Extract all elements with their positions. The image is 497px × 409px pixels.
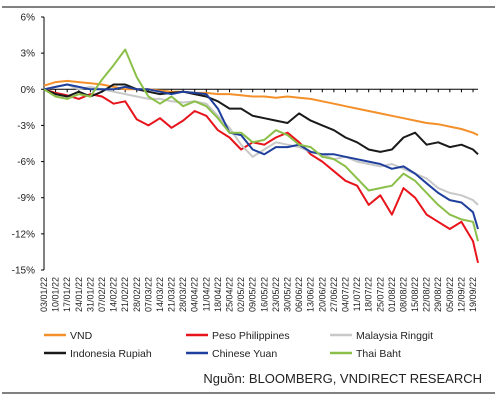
x-tick-label: 18/04/22 [213, 277, 223, 312]
x-tick-label: 22/08/22 [422, 277, 432, 312]
y-tick-label: -6% [17, 157, 35, 168]
x-tick-label: 25/07/22 [375, 277, 385, 312]
x-tick-label: 04/07/22 [340, 277, 350, 312]
x-tick-label: 01/08/22 [387, 277, 397, 312]
x-tick-label: 25/04/22 [225, 277, 235, 312]
x-tick-label: 14/03/22 [155, 277, 165, 312]
legend-label: Thai Baht [356, 348, 401, 360]
series-line-peso-philippines [43, 88, 479, 264]
x-tick-label: 16/05/22 [259, 277, 269, 312]
x-tick-label: 11/04/22 [201, 277, 211, 311]
x-tick-label: 08/08/22 [398, 277, 408, 312]
x-tick-label: 17/01/22 [62, 277, 72, 312]
legend-label: Malaysia Ringgit [356, 330, 433, 342]
x-tick-label: 21/03/22 [167, 277, 177, 312]
y-tick-label: 3% [21, 49, 36, 60]
x-tick-label: 27/06/22 [329, 277, 339, 312]
series-line-thai-baht [43, 48, 479, 242]
x-tick-label: 12/09/22 [456, 277, 466, 312]
x-tick-label: 30/05/22 [283, 277, 293, 312]
x-tick-label: 13/06/22 [306, 277, 316, 312]
legend: VND Peso Philippines Malaysia Ringgit Indon… [44, 330, 433, 360]
y-tick-label: 0% [21, 85, 36, 96]
x-tick-label: 06/06/22 [294, 277, 304, 312]
y-tick-label: -9% [17, 193, 35, 204]
x-tick-label: 19/09/22 [468, 277, 478, 312]
x-tick-label: 23/05/22 [271, 277, 281, 312]
x-tick-label: 04/04/22 [190, 277, 200, 312]
x-tick-label: 24/01/22 [74, 277, 84, 312]
x-tick-label: 09/05/22 [248, 277, 258, 312]
series-group [43, 48, 479, 264]
x-tick-label: 15/08/22 [410, 277, 420, 312]
x-tick-label: 18/07/22 [364, 277, 374, 312]
series-line-chinese-yuan [43, 83, 479, 230]
x-tick-label: 28/02/22 [132, 277, 142, 312]
y-tick-label: -15% [12, 266, 35, 277]
x-tick-label: 21/02/22 [120, 277, 130, 312]
legend-label: VND [70, 330, 93, 342]
x-tick-label: 03/01/22 [39, 277, 49, 312]
y-tick-label: 6% [21, 13, 36, 24]
legend-label: Chinese Yuan [212, 348, 277, 360]
x-tick-label: 31/01/22 [85, 277, 95, 312]
x-tick-label: 11/07/22 [352, 277, 362, 311]
y-tick-label: -12% [12, 229, 35, 240]
x-tick-label: 10/01/22 [51, 277, 61, 312]
y-tick-label: -3% [17, 121, 35, 132]
x-tick-label: 14/02/22 [109, 277, 119, 312]
series-line-indonesia-rupiah [43, 83, 479, 156]
x-tick-label: 02/05/22 [236, 277, 246, 312]
y-axis: 6% 3% 0% -3% -6% -9% -12% -15% [12, 13, 45, 277]
x-tick-label: 20/06/22 [317, 277, 327, 312]
x-axis: 03/01/22 10/01/22 17/01/22 24/01/22 31/01/22… [39, 88, 478, 312]
x-tick-label: 07/03/22 [143, 277, 153, 312]
x-tick-label: 05/09/22 [445, 277, 455, 312]
legend-label: Indonesia Rupiah [70, 348, 152, 360]
x-tick-label: 07/02/22 [97, 277, 107, 312]
legend-label: Peso Philippines [212, 330, 290, 342]
source-label: Nguồn: BLOOMBERG, VNDIRECT RESEARCH [203, 371, 482, 386]
x-tick-label: 28/03/22 [178, 277, 188, 312]
x-tick-label: 29/08/22 [433, 277, 443, 312]
